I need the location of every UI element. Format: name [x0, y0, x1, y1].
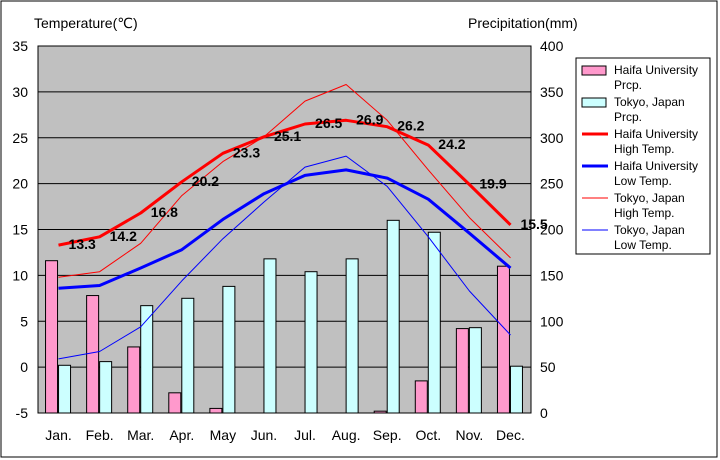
- temp-line: [58, 84, 511, 278]
- left-tick-label: 0: [20, 359, 28, 375]
- right-tick-label: 250: [540, 176, 564, 192]
- high-temp-label: 26.5: [315, 115, 342, 131]
- left-tick-label: 35: [12, 38, 28, 54]
- left-axis-label: Temperature(℃): [34, 15, 138, 31]
- precip-bar: [496, 265, 510, 414]
- high-temp-label: 14.2: [110, 228, 137, 244]
- left-tick-label: 10: [12, 267, 28, 283]
- x-tick-label: Jul.: [294, 427, 316, 443]
- legend-label: Tokyo, Japan: [614, 95, 685, 109]
- x-tick-label: Dec.: [496, 427, 525, 443]
- x-tick-label: Sep.: [373, 427, 402, 443]
- high-temp-label: 13.3: [69, 236, 96, 252]
- precip-bar: [455, 328, 469, 414]
- high-temp-label: 20.2: [192, 173, 219, 189]
- precip-bar: [414, 380, 428, 414]
- legend-box: [575, 57, 711, 255]
- temp-line: [58, 155, 511, 360]
- legend-label: High Temp.: [614, 206, 674, 220]
- x-tick-label: Jan.: [45, 427, 71, 443]
- high-temp-label: 16.8: [151, 204, 178, 220]
- precip-bar: [345, 258, 359, 414]
- precip-bar: [222, 285, 236, 414]
- precip-bar: [45, 260, 59, 414]
- left-tick-label: 30: [12, 84, 28, 100]
- right-tick-label: 400: [540, 38, 564, 54]
- high-temp-label: 26.9: [356, 111, 383, 127]
- precip-bar: [140, 305, 154, 414]
- legend-label: Haifa University: [614, 159, 698, 173]
- high-temp-label: 19.9: [479, 176, 506, 192]
- axis-ticks: 35302520151050-5400350300250200150100500…: [12, 38, 563, 443]
- right-tick-label: 150: [540, 267, 564, 283]
- precip-bar: [386, 219, 400, 414]
- precip-bar: [304, 271, 318, 414]
- precip-bar: [373, 410, 387, 414]
- right-tick-label: 50: [540, 359, 556, 375]
- legend-label: Low Temp.: [614, 174, 672, 188]
- temp-line: [58, 118, 512, 247]
- legend-label: Low Temp.: [614, 238, 672, 252]
- precip-bar: [127, 346, 141, 414]
- right-tick-label: 200: [540, 222, 564, 238]
- legend-label: Haifa University: [614, 127, 698, 141]
- precip-bar: [468, 327, 482, 414]
- left-tick-label: 25: [12, 130, 28, 146]
- high-temp-label: 24.2: [438, 136, 465, 152]
- legend-label: Tokyo, Japan: [614, 223, 685, 237]
- right-tick-label: 350: [540, 84, 564, 100]
- x-tick-label: Apr.: [169, 427, 194, 443]
- line-series: [58, 84, 512, 360]
- high-temp-label: 23.3: [233, 144, 260, 160]
- precip-bar: [99, 361, 113, 414]
- left-tick-label: 20: [12, 176, 28, 192]
- left-tick-label: 5: [20, 313, 28, 329]
- high-temp-label: 25.1: [274, 128, 301, 144]
- right-axis-label: Precipitation(mm): [468, 15, 578, 31]
- legend-label: Prcp.: [614, 78, 642, 92]
- right-tick-label: 100: [540, 313, 564, 329]
- right-tick-label: 0: [540, 405, 548, 421]
- x-tick-label: Jun.: [251, 427, 277, 443]
- x-tick-label: Aug.: [332, 427, 361, 443]
- precip-bar: [263, 258, 277, 414]
- legend-label: Haifa University: [614, 63, 698, 77]
- precip-bar: [58, 364, 72, 414]
- precip-bar: [209, 407, 223, 414]
- precip-bar: [509, 365, 523, 414]
- legend-label: Prcp.: [614, 110, 642, 124]
- legend-swatch: [581, 65, 607, 76]
- left-tick-label: 15: [12, 222, 28, 238]
- high-temp-label: 15.5: [520, 216, 547, 232]
- x-tick-label: Mar.: [127, 427, 154, 443]
- precip-bar: [86, 295, 100, 414]
- x-tick-label: May: [210, 427, 236, 443]
- left-tick-label: -5: [16, 405, 29, 421]
- bar-series: [45, 219, 523, 414]
- legend-label: High Temp.: [614, 142, 674, 156]
- data-labels: 13.3 14.2 16.8 20.2 23.3 25.1 26.5 26.9 26.2 24.2…: [69, 111, 548, 252]
- legend-swatch: [581, 97, 607, 108]
- legend-label: Tokyo, Japan: [614, 191, 685, 205]
- high-temp-label: 26.2: [397, 118, 424, 134]
- x-tick-label: Oct.: [415, 427, 441, 443]
- precip-bar: [181, 297, 195, 414]
- x-tick-label: Nov.: [456, 427, 484, 443]
- precip-bar: [427, 231, 441, 414]
- x-tick-label: Feb.: [86, 427, 114, 443]
- precip-bar: [168, 392, 182, 414]
- right-tick-label: 300: [540, 130, 564, 146]
